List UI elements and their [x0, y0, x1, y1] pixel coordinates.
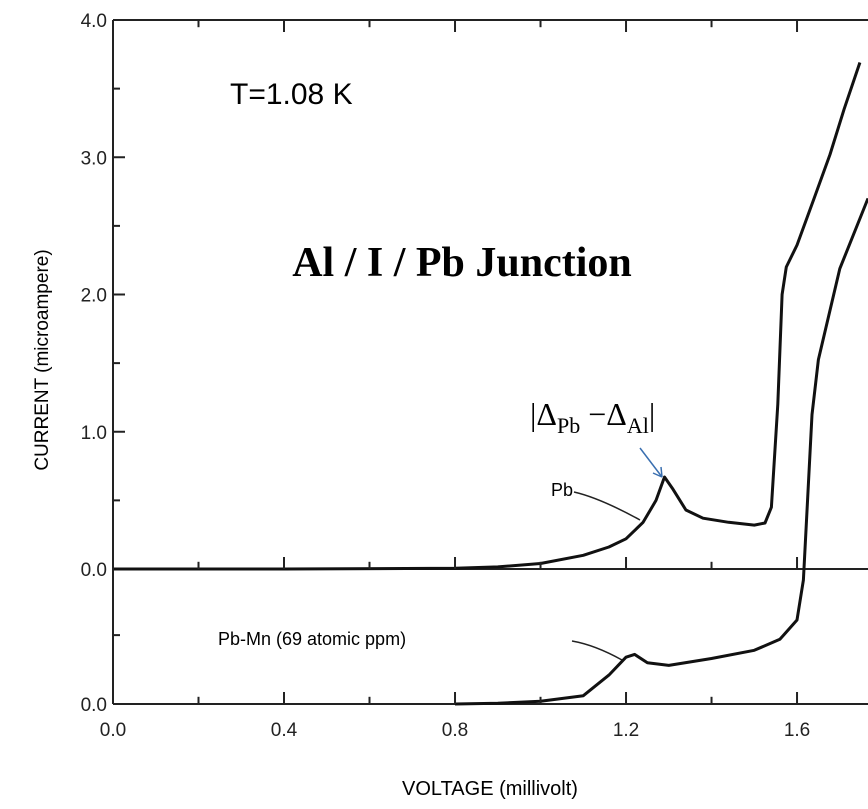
x-tick-label: 0.8 — [442, 720, 468, 741]
x-tick-label: 1.2 — [613, 720, 639, 741]
series-label: Pb-Mn (69 atomic ppm) — [218, 629, 406, 649]
y-axis-label: CURRENT (microampere) — [32, 249, 53, 470]
series-label: Pb — [551, 480, 573, 500]
x-tick-label: 1.6 — [784, 720, 810, 741]
x-tick-label: 0.4 — [271, 720, 298, 741]
x-tick-label: 0.0 — [100, 720, 126, 741]
series-leader — [571, 640, 623, 661]
y-tick-label: 4.0 — [81, 11, 107, 32]
gap-arrow — [639, 447, 663, 478]
temperature-annotation: T=1.08 K — [230, 78, 353, 111]
chart-title: Al / I / Pb Junction — [292, 240, 632, 286]
x-axis-label: VOLTAGE (millivolt) — [402, 778, 578, 800]
curve — [113, 62, 862, 571]
y-tick-label: 1.0 — [81, 423, 107, 444]
y-tick-label: 2.0 — [81, 286, 107, 307]
y-tick-label: 0.0 — [81, 560, 107, 581]
y-tick-label: 3.0 — [81, 148, 107, 169]
curve — [454, 197, 868, 706]
gap-label: |ΔPb −ΔAl| — [530, 396, 655, 438]
y-tick-label: 0.0 — [81, 695, 107, 716]
series-leader — [573, 491, 641, 521]
gap-arrow-head — [652, 466, 663, 478]
